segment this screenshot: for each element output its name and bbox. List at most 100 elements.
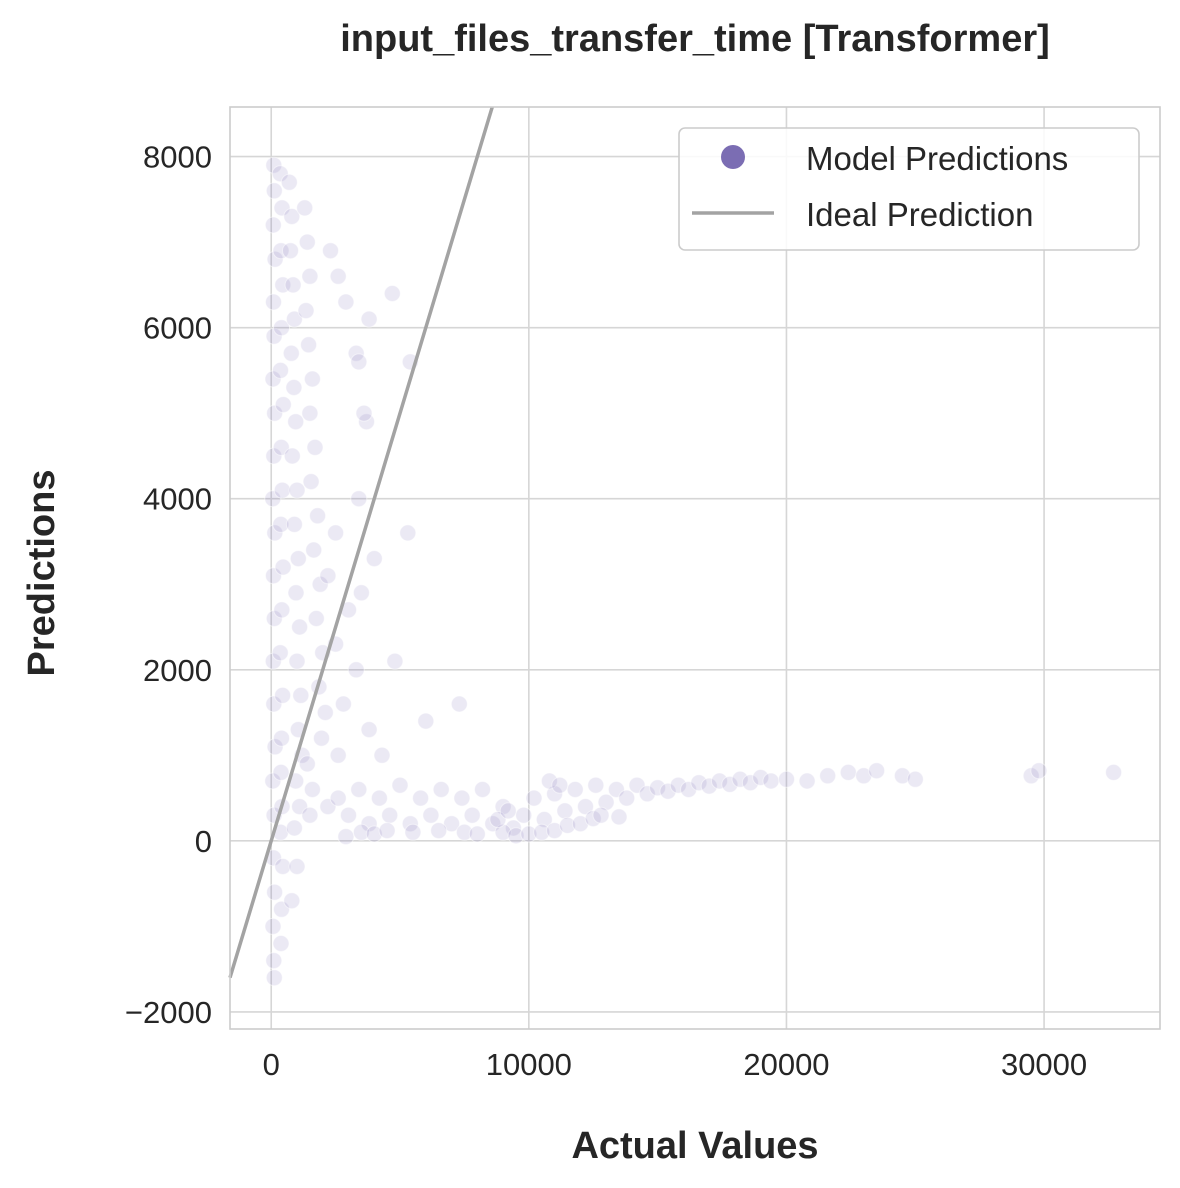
data-point <box>265 156 283 174</box>
data-point <box>316 704 334 721</box>
data-point <box>559 816 576 834</box>
y-axis-label: Predictions <box>21 470 63 677</box>
legend-marker-model-predictions <box>721 145 745 169</box>
data-point <box>546 785 564 803</box>
data-point <box>285 310 303 328</box>
data-point <box>266 738 284 756</box>
data-point <box>571 815 589 833</box>
data-point <box>282 242 299 260</box>
data-point <box>383 285 401 302</box>
data-point <box>306 438 324 456</box>
data-point <box>355 404 373 422</box>
data-point <box>370 789 388 807</box>
data-point <box>280 173 298 191</box>
data-point <box>507 827 525 845</box>
data-point <box>906 770 924 788</box>
data-point <box>337 828 355 846</box>
data-point <box>566 781 584 798</box>
data-point <box>288 481 306 499</box>
y-tick-label: 2000 <box>143 653 212 688</box>
data-point <box>301 267 319 285</box>
y-tick-label: −2000 <box>125 995 212 1030</box>
data-point <box>274 558 292 576</box>
data-point <box>360 721 378 739</box>
data-point <box>762 772 780 790</box>
data-point <box>303 781 321 798</box>
data-point <box>417 712 435 730</box>
data-point <box>386 652 404 670</box>
data-point <box>298 233 316 251</box>
data-point <box>334 695 352 713</box>
data-point <box>577 798 594 816</box>
y-tick-label: 0 <box>195 824 212 859</box>
data-point <box>288 858 306 875</box>
data-point <box>285 379 303 396</box>
data-point <box>272 763 290 781</box>
data-point <box>283 208 301 225</box>
ideal-prediction-line <box>228 106 494 979</box>
data-point <box>515 806 533 824</box>
data-point <box>292 686 310 704</box>
data-point <box>463 806 481 824</box>
data-point <box>271 165 289 183</box>
data-point <box>274 686 292 704</box>
data-point <box>680 781 698 798</box>
data-point <box>350 781 368 798</box>
data-point <box>272 361 289 379</box>
data-point <box>450 695 468 713</box>
data-point <box>265 695 283 713</box>
data-point <box>274 276 292 294</box>
data-point <box>868 762 886 780</box>
data-point <box>301 806 319 824</box>
data-point <box>285 819 303 837</box>
plot-frame <box>229 106 1161 1030</box>
data-point <box>287 413 305 431</box>
data-point <box>839 763 857 781</box>
data-point <box>649 779 667 797</box>
data-point <box>468 825 486 843</box>
data-point <box>741 774 759 792</box>
data-point <box>533 823 551 841</box>
data-point <box>618 789 636 807</box>
data-point <box>264 917 282 935</box>
data-point <box>266 524 284 542</box>
data-point <box>520 825 538 843</box>
data-point <box>350 353 368 371</box>
data-point <box>422 806 440 824</box>
data-point <box>273 729 290 747</box>
y-axis-ticks: −2000 0 2000 4000 6000 8000 <box>125 140 212 1030</box>
data-point <box>412 789 430 807</box>
data-point <box>282 344 300 362</box>
data-point <box>546 822 564 840</box>
data-point <box>287 584 305 602</box>
data-point <box>265 567 282 585</box>
data-point <box>313 729 330 747</box>
data-point <box>525 789 543 807</box>
data-point <box>291 618 309 636</box>
data-point <box>327 524 345 542</box>
data-point <box>273 319 290 337</box>
x-tick-label: 0 <box>263 1047 280 1082</box>
data-point <box>298 755 316 773</box>
data-point <box>272 242 290 260</box>
data-point <box>855 767 873 785</box>
data-point <box>597 793 615 811</box>
data-point <box>273 481 291 499</box>
data-point <box>893 767 911 785</box>
data-point <box>453 789 471 807</box>
x-axis-ticks: 0 10000 20000 30000 <box>263 1047 1088 1082</box>
data-point <box>264 216 282 234</box>
legend-label-model-predictions: Model Predictions <box>806 140 1068 177</box>
data-point <box>373 746 391 764</box>
data-point <box>329 789 347 807</box>
data-point <box>307 610 325 627</box>
data-point <box>274 396 292 414</box>
data-point <box>296 199 314 217</box>
data-point <box>365 550 383 568</box>
data-point <box>265 969 283 987</box>
data-point <box>721 775 739 793</box>
data-point <box>381 806 399 824</box>
data-point <box>274 858 292 875</box>
chart-title: input_files_transfer_time [Transformer] <box>340 18 1050 60</box>
